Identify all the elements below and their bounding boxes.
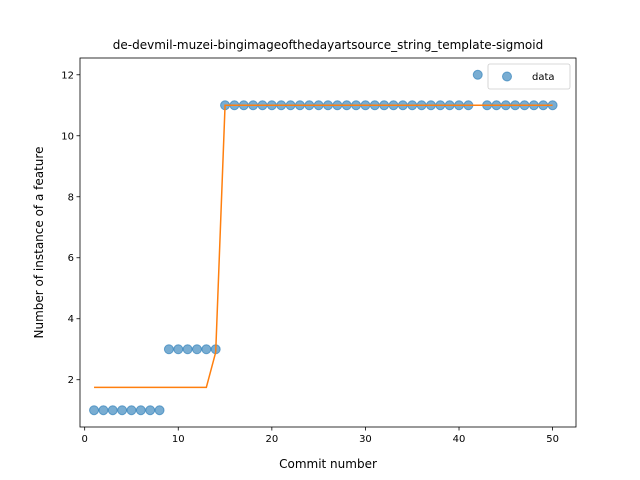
- y-tick-label: 2: [68, 375, 74, 386]
- data-point: [191, 344, 202, 355]
- data-point: [163, 344, 174, 355]
- axis-ticks: 0 10 20 30 40 50 2 4 6 8 10 12: [61, 70, 559, 445]
- data-point: [472, 69, 483, 80]
- plot-area: [89, 69, 558, 416]
- x-tick-label: 20: [265, 434, 278, 445]
- fit-line: [94, 104, 553, 389]
- legend-marker-data: [502, 71, 512, 82]
- plot-frame: [79, 57, 577, 428]
- legend-box: [487, 63, 571, 90]
- x-tick-label: 40: [453, 434, 466, 445]
- legend: data: [487, 63, 571, 90]
- y-tick-label: 10: [61, 131, 74, 142]
- x-tick-label: 50: [546, 434, 559, 445]
- data-point: [117, 405, 128, 416]
- data-point: [107, 405, 118, 416]
- y-tick-label: 4: [68, 314, 74, 325]
- data-point: [154, 405, 165, 416]
- data-point: [98, 405, 109, 416]
- x-axis-label: Commit number: [279, 457, 377, 471]
- chart-title: de-devmil-muzei-bingimageofthedayartsour…: [113, 38, 543, 52]
- x-tick-label: 30: [359, 434, 372, 445]
- y-tick-label: 12: [61, 70, 74, 81]
- data-point: [201, 344, 212, 355]
- data-point: [182, 344, 193, 355]
- x-tick-label: 0: [81, 434, 87, 445]
- data-point: [135, 405, 146, 416]
- legend-label-data: data: [532, 72, 555, 83]
- y-tick-label: 8: [68, 192, 74, 203]
- y-tick-label: 6: [68, 253, 74, 264]
- data-point: [145, 405, 156, 416]
- data-point: [126, 405, 137, 416]
- x-tick-label: 10: [172, 434, 185, 445]
- y-axis-label: Number of instance of a feature: [32, 147, 46, 339]
- data-point: [89, 405, 100, 416]
- data-point: [173, 344, 184, 355]
